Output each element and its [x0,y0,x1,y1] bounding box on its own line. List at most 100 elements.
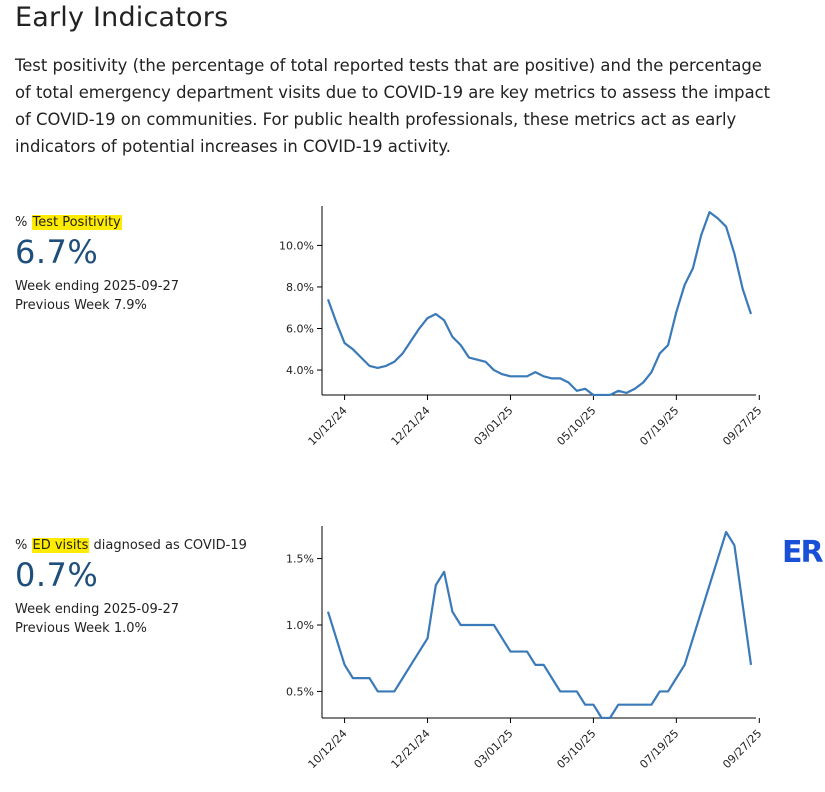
data-point [460,344,462,346]
data-point [493,624,495,626]
data-point [534,664,536,666]
x-tick-label: 05/10/25 [554,404,598,448]
previous-week: Previous Week 1.0% [15,621,147,636]
data-point [418,651,420,653]
data-point [551,377,553,379]
data-point [418,328,420,330]
metric-label-suffix: diagnosed as COVID-19 [89,538,247,553]
data-point [427,317,429,319]
x-tick-label: 05/10/25 [554,727,598,771]
data-point [626,392,628,394]
data-point [402,677,404,679]
series-line [326,530,753,719]
x-tick-label: 03/01/25 [471,404,515,448]
data-point [410,340,412,342]
data-point [733,253,735,255]
data-point [509,651,511,653]
data-point [667,344,669,346]
data-point [443,319,445,321]
metric-label-prefix: % [15,538,32,553]
x-tick-label: 09/27/25 [720,404,764,448]
x-tick-label: 12/21/24 [389,404,433,448]
x-tick-label: 07/19/25 [637,404,681,448]
data-point [700,234,702,236]
data-point [709,584,711,586]
data-point [659,690,661,692]
metric-value: 0.7% [15,556,99,594]
week-ending: Week ending 2025-09-27 [15,279,180,294]
data-point [451,336,453,338]
data-point [534,371,536,373]
data-point [717,217,719,219]
data-point [692,637,694,639]
data-point [360,357,362,359]
data-point [393,361,395,363]
data-point [543,664,545,666]
data-point [485,361,487,363]
metric-label: % Test Positivity [15,215,179,230]
data-point [460,624,462,626]
data-point [501,637,503,639]
data-point [410,664,412,666]
data-point [385,690,387,692]
data-point [402,352,404,354]
data-point [476,359,478,361]
data-point [742,288,744,290]
data-point [725,226,727,228]
data-point [443,571,445,573]
data-point [609,717,611,719]
data-point [592,704,594,706]
data-point [717,558,719,560]
metric-label-highlight: Test Positivity [31,215,122,230]
data-point [634,704,636,706]
data-point [742,604,744,606]
week-ending: Week ending 2025-09-27 [15,602,180,617]
data-point [327,611,329,613]
data-point [518,651,520,653]
x-tick-label: 09/27/25 [720,727,764,771]
page-title: Early Indicators [15,2,229,33]
y-tick-label: 1.0% [286,619,314,632]
data-point [559,377,561,379]
data-point [601,394,603,396]
data-point [427,637,429,639]
data-point [559,690,561,692]
data-point [576,690,578,692]
data-point [617,390,619,392]
data-point [344,342,346,344]
data-point [352,348,354,350]
data-point [601,717,603,719]
data-point [609,394,611,396]
data-point [327,298,329,300]
data-point [501,373,503,375]
data-point [725,531,727,533]
metric-label: % ED visits diagnosed as COVID-19 [15,538,247,553]
data-point [485,624,487,626]
y-tick-label: 4.0% [286,364,314,377]
data-point [476,624,478,626]
x-tick-label: 03/01/25 [471,727,515,771]
data-point [526,375,528,377]
y-tick-label: 8.0% [286,281,314,294]
data-point [568,382,570,384]
data-point [335,637,337,639]
data-point [518,375,520,377]
x-tick-label: 07/19/25 [637,727,681,771]
data-point [684,284,686,286]
data-point [451,611,453,613]
data-point [709,211,711,213]
data-point [468,624,470,626]
y-tick-label: 0.5% [286,685,314,698]
ed-visits-metric: % ED visits diagnosed as COVID-19 0.7% W… [15,538,247,638]
data-point [642,382,644,384]
data-point [750,664,752,666]
data-point [435,313,437,315]
data-point [551,677,553,679]
data-point [659,352,661,354]
x-tick-label: 12/21/24 [389,727,433,771]
y-tick-label: 6.0% [286,323,314,336]
data-point [642,704,644,706]
data-point [344,664,346,666]
series-line [326,211,753,396]
data-point [435,584,437,586]
